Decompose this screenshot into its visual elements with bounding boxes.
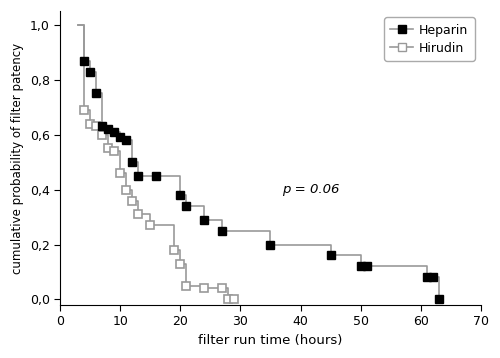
Text: p = 0.06: p = 0.06 <box>282 183 340 196</box>
Legend: Heparin, Hirudin: Heparin, Hirudin <box>384 17 474 61</box>
X-axis label: filter run time (hours): filter run time (hours) <box>198 334 342 347</box>
Y-axis label: cumulative probability of filter patency: cumulative probability of filter patency <box>11 43 24 274</box>
